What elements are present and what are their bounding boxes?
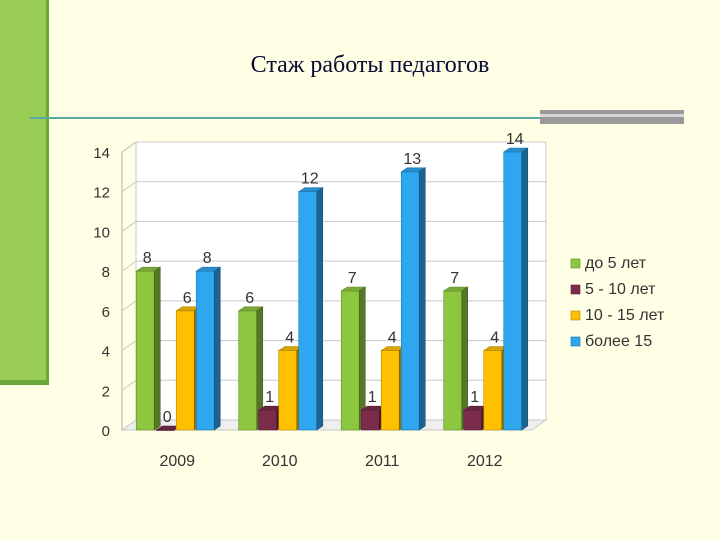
data-label: 1 — [265, 389, 274, 406]
y-tick-label: 6 — [102, 304, 110, 321]
left-accent-edge — [46, 0, 49, 384]
y-tick-label: 2 — [102, 383, 110, 400]
y-tick-label: 12 — [93, 185, 110, 202]
legend-label: 10 - 15 лет — [585, 307, 665, 324]
data-label: 1 — [470, 389, 479, 406]
bar-side — [418, 167, 426, 431]
left-accent-bar — [0, 0, 46, 384]
y-tick-label: 4 — [102, 344, 110, 361]
bar — [238, 310, 258, 431]
data-label: 7 — [348, 270, 357, 287]
legend-swatch — [570, 310, 581, 321]
x-tick-label: 2009 — [159, 453, 195, 470]
bar — [278, 350, 298, 431]
data-label: 13 — [403, 151, 421, 168]
legend-swatch — [570, 258, 581, 269]
x-tick-label: 2010 — [262, 453, 298, 470]
data-label: 7 — [450, 270, 459, 287]
data-label: 12 — [301, 171, 319, 188]
title-divider — [30, 117, 680, 119]
legend-label: до 5 лет — [585, 255, 647, 272]
data-label: 6 — [245, 290, 254, 307]
legend-label: более 15 — [585, 333, 652, 350]
left-accent-bottom — [0, 380, 49, 385]
bar — [483, 350, 503, 431]
legend-swatch — [570, 336, 581, 347]
gridline — [121, 141, 546, 153]
bar — [463, 409, 483, 431]
data-label: 6 — [183, 290, 192, 307]
bar-side — [213, 266, 221, 431]
bar — [400, 171, 420, 431]
y-tick-label: 10 — [93, 224, 110, 241]
data-label: 4 — [388, 330, 397, 347]
decorative-gray-block — [540, 110, 684, 124]
y-tick-label: 0 — [102, 423, 110, 440]
bar — [360, 409, 380, 431]
bar — [443, 290, 463, 431]
x-tick-label: 2012 — [467, 453, 503, 470]
data-label: 0 — [163, 409, 172, 426]
bar-side — [521, 147, 529, 431]
bar — [380, 350, 400, 431]
legend-swatch — [570, 284, 581, 295]
y-tick-label: 8 — [102, 264, 110, 281]
legend-label: 5 - 10 лет — [585, 281, 656, 298]
data-label: 4 — [490, 330, 499, 347]
bar — [340, 290, 360, 431]
data-label: 8 — [203, 250, 212, 267]
bar — [175, 310, 195, 431]
bar-side — [316, 187, 324, 431]
y-tick-label: 14 — [93, 145, 110, 162]
x-tick-label: 2011 — [365, 453, 400, 470]
slide-title: Стаж работы педагогов — [250, 52, 490, 78]
data-label: 1 — [368, 389, 377, 406]
bar — [503, 151, 523, 431]
bar-side — [153, 266, 161, 431]
bar — [195, 270, 215, 431]
bar — [135, 270, 155, 431]
bar — [258, 409, 278, 431]
data-label: 4 — [285, 330, 294, 347]
data-label: 8 — [143, 250, 152, 267]
data-label: 14 — [506, 131, 524, 148]
bar — [298, 191, 318, 431]
